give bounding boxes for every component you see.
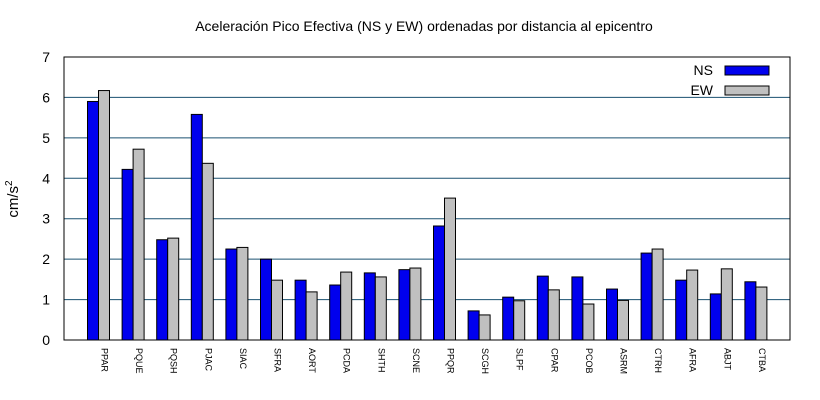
bar-ns-shth [363,272,376,341]
x-tick-label: SCNE [411,348,421,373]
bar-ew-scgh [478,314,491,341]
bar-ew-scne [409,267,422,341]
chart-title: Aceleración Pico Efectiva (NS y EW) orde… [195,18,653,34]
y-tick-label: 2 [42,251,50,267]
x-tick-label: CPAR [549,348,559,373]
y-tick-label: 3 [42,211,50,227]
bar-ns-sfra [260,258,272,341]
bar-ew-ctba [755,286,768,341]
y-axis-label-base: cm/s [5,186,22,218]
y-axis-label: cm/s2 [4,180,22,218]
x-tick-label: PQUE [134,348,144,374]
bar-ew-afra [686,269,699,341]
x-tick-label: PCOB [584,348,594,374]
y-tick-label: 7 [42,49,50,65]
bar-ns-ppqr [433,225,445,341]
bar-ns-pque [121,168,134,341]
legend-swatch-ns [724,65,770,76]
gridlines [64,96,790,301]
bar-ns-pjac [190,113,203,341]
bar-ew-pcda [340,271,353,341]
x-tick-label: SLPF [515,348,525,371]
bar-ew-sfra [271,279,283,341]
bar-ns-ctrh [640,252,653,341]
bar-ns-ctba [744,281,757,341]
bar-ns-scne [398,269,411,341]
y-tick-label: 5 [42,130,50,146]
bar-ew-ctrh [651,248,664,341]
y-axis-label-exponent: 2 [4,180,15,186]
legend-label-ns: NS [694,62,713,78]
y-tick-label: 1 [42,292,50,308]
legend: NS EW [690,62,770,98]
x-tick-label: PPAR [100,348,110,372]
bar-ns-abjt [709,293,722,341]
bar-ew-aort [305,291,318,341]
y-tick-label: 6 [42,89,50,105]
bar-ew-abjt [720,268,733,341]
bar-ew-pcob [582,303,595,341]
x-axis-labels: PPAR PQUE PQSH PJAC SIAC SFRA AORT PCDA SHTH SCNE… [100,348,767,374]
x-tick-label: PJAC [203,348,213,372]
x-tick-label: ABJT [722,348,732,371]
bar-ew-asrm [617,299,629,341]
bar-ew-pjac [201,162,214,341]
x-tick-label: AFRA [688,348,698,372]
y-tick-label: 4 [42,170,50,186]
bar-ns-pqsh [156,239,169,341]
bar-ew-slpf [513,300,526,341]
bar-ns-cpar [536,275,549,341]
bar-ns-pcob [571,276,584,341]
y-tick-label: 0 [42,332,50,348]
x-tick-label: AORT [307,348,317,373]
bar-ns-ppar [87,100,99,341]
bar-ns-scgh [467,310,480,341]
y-axis-ticks: 0 1 2 3 4 5 6 7 [42,49,50,348]
x-tick-label: PQSH [169,348,179,374]
x-tick-label: SIAC [238,348,248,370]
bar-ns-asrm [606,288,618,341]
bar-ns-slpf [502,296,515,341]
x-tick-label: CTBA [757,348,767,372]
bar-ew-pqsh [167,237,180,341]
legend-swatch-ew [724,85,770,96]
x-tick-label: CTRH [653,348,663,373]
bar-ew-ppar [98,90,110,341]
bar-ew-ppqr [444,197,456,341]
x-tick-label: SHTH [376,348,386,373]
bar-ns-siac [225,248,238,341]
x-tick-label: ASRM [619,348,629,374]
legend-label-ew: EW [690,82,713,98]
plot-frame [63,56,791,341]
bar-ns-pcda [329,284,342,341]
bar-ns-aort [294,279,307,341]
bar-ns-afra [675,279,688,341]
bar-ew-cpar [547,289,560,341]
x-tick-label: SCGH [480,348,490,374]
x-tick-label: PPQR [446,348,456,374]
bar-ew-pque [132,148,145,341]
bars [87,90,768,341]
x-tick-label: PCDA [342,348,352,373]
bar-ew-shth [374,276,387,341]
x-tick-label: SFRA [273,348,283,372]
bar-ew-siac [236,246,249,341]
